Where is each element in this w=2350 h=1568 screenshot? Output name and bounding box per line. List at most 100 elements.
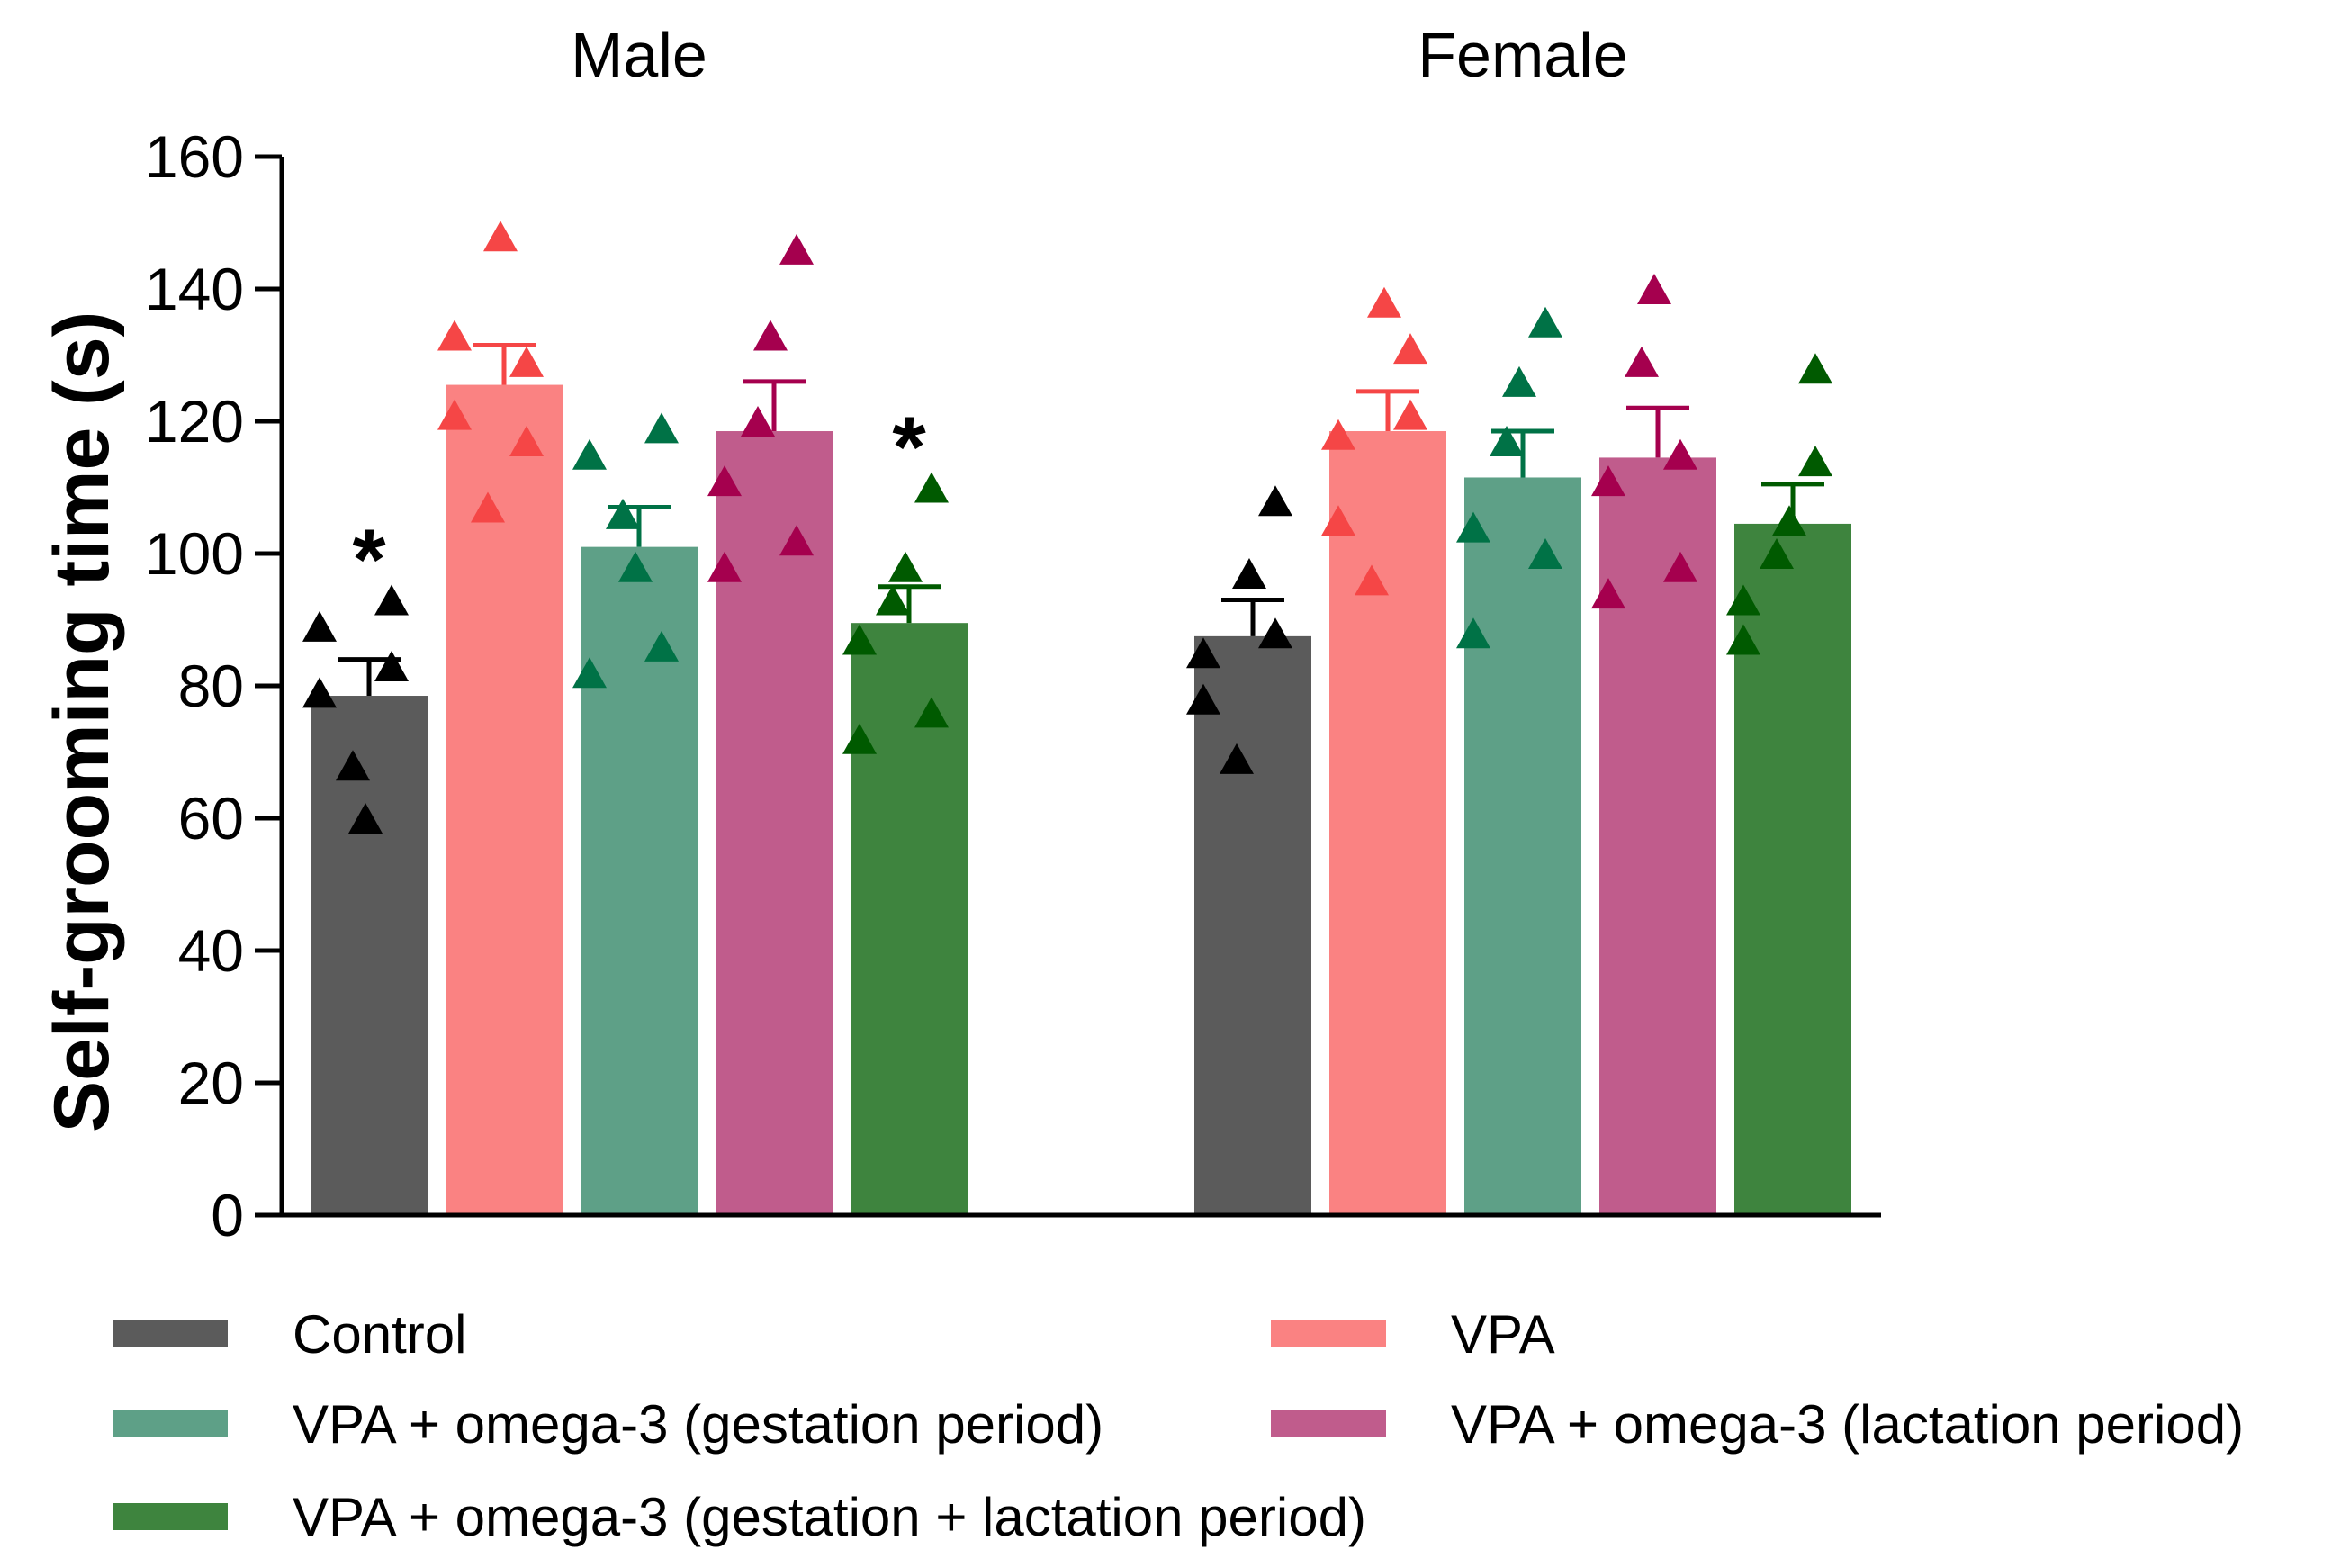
data-point-0-0-0 — [302, 610, 337, 642]
data-point-0-2-3 — [618, 551, 653, 582]
legend-label-0: Control — [293, 1304, 466, 1365]
bar-0-2 — [581, 546, 698, 1215]
bar-0-3 — [716, 431, 833, 1215]
data-point-0-3-3 — [753, 320, 788, 351]
y-tick-label-100: 100 — [145, 520, 244, 587]
legend-swatch-4 — [113, 1503, 228, 1530]
data-point-0-2-2 — [606, 498, 640, 529]
data-point-0-3-0 — [707, 551, 742, 582]
legend: Control VPA VPA + omega-3 (gestation perio… — [113, 1304, 2244, 1547]
legend-label-1: VPA — [1451, 1304, 1555, 1365]
data-point-1-4-3 — [1772, 505, 1806, 536]
bar-1-0 — [1194, 635, 1311, 1215]
data-point-1-4-5 — [1798, 353, 1832, 384]
y-tick-label-120: 120 — [145, 388, 244, 455]
y-tick-label-20: 20 — [178, 1050, 244, 1116]
data-point-0-4-3 — [888, 551, 923, 582]
data-point-0-2-1 — [572, 657, 607, 689]
axes-layer — [255, 154, 1881, 1218]
data-point-1-2-1 — [1456, 617, 1490, 649]
data-point-1-3-4 — [1663, 438, 1697, 470]
legend-label-2: VPA + omega-3 (gestation period) — [293, 1394, 1103, 1455]
data-point-0-0-5 — [374, 650, 409, 681]
data-point-0-4-4 — [914, 472, 949, 503]
data-point-0-0-1 — [302, 677, 337, 708]
data-point-1-3-2 — [1625, 346, 1659, 377]
data-point-0-0-3 — [348, 803, 383, 834]
y-tick-label-60: 60 — [178, 785, 244, 852]
data-point-0-0-4 — [374, 584, 409, 616]
bar-1-2 — [1464, 477, 1581, 1215]
data-point-1-3-3 — [1637, 274, 1671, 304]
data-point-0-3-5 — [779, 525, 814, 556]
legend-swatch-3 — [1271, 1410, 1386, 1437]
bar-1-1 — [1329, 431, 1446, 1215]
data-point-0-4-5 — [914, 697, 949, 728]
text-layer: * * 0 20 40 60 80 100 120 140 160 Self-grooming tim… — [39, 20, 1628, 1248]
data-point-1-0-2 — [1220, 743, 1254, 774]
data-point-0-1-0 — [437, 320, 472, 351]
data-point-1-3-5 — [1663, 551, 1697, 582]
bar-1-3 — [1599, 457, 1716, 1215]
data-point-0-1-1 — [437, 399, 472, 430]
data-point-0-4-0 — [842, 723, 877, 754]
data-point-1-3-1 — [1591, 578, 1625, 609]
data-point-0-3-4 — [779, 233, 814, 265]
data-point-1-2-5 — [1528, 538, 1562, 569]
data-point-0-2-5 — [644, 630, 679, 662]
y-tick-label-0: 0 — [211, 1182, 244, 1248]
bar-0-0 — [311, 696, 428, 1215]
data-point-1-1-4 — [1393, 333, 1427, 365]
data-point-1-3-0 — [1591, 465, 1625, 497]
error-bars-layer — [338, 342, 1824, 697]
data-point-1-2-0 — [1456, 511, 1490, 543]
data-point-1-0-4 — [1258, 485, 1292, 517]
y-tick-label-80: 80 — [178, 653, 244, 719]
significance-marker-0-4: * — [892, 400, 926, 496]
data-point-1-0-5 — [1258, 617, 1292, 649]
legend-label-3: VPA + omega-3 (lactation period) — [1451, 1394, 2244, 1455]
group-label-1: Female — [1418, 20, 1627, 90]
bar-0-1 — [446, 384, 563, 1215]
data-point-1-1-5 — [1393, 399, 1427, 430]
y-axis-title: Self-grooming time (s) — [39, 311, 125, 1133]
data-point-1-4-4 — [1798, 446, 1832, 477]
legend-swatch-0 — [113, 1320, 228, 1347]
data-point-0-1-5 — [509, 426, 544, 457]
data-point-1-2-4 — [1528, 306, 1562, 338]
data-point-0-0-2 — [336, 750, 370, 781]
data-point-0-4-2 — [876, 584, 910, 616]
group-label-0: Male — [571, 20, 707, 90]
data-point-0-3-1 — [707, 465, 742, 497]
y-tick-label-40: 40 — [178, 917, 244, 984]
bar-1-4 — [1734, 523, 1851, 1215]
bar-0-4 — [851, 623, 968, 1215]
data-point-0-1-2 — [471, 491, 505, 523]
data-points-layer — [302, 221, 1832, 834]
significance-marker-0-0: * — [352, 511, 386, 608]
y-tick-label-140: 140 — [145, 256, 244, 322]
data-point-0-1-3 — [483, 221, 518, 252]
data-point-1-1-3 — [1367, 286, 1401, 318]
data-point-1-2-2 — [1490, 426, 1524, 457]
data-point-1-4-1 — [1726, 584, 1760, 616]
data-point-1-1-1 — [1321, 505, 1355, 536]
bars-layer — [311, 384, 1851, 1215]
data-point-1-1-0 — [1321, 419, 1355, 450]
y-tick-label-160: 160 — [145, 123, 244, 190]
data-point-1-1-2 — [1355, 564, 1389, 596]
data-point-1-0-3 — [1232, 558, 1266, 590]
data-point-1-0-0 — [1186, 637, 1220, 669]
legend-swatch-2 — [113, 1410, 228, 1437]
legend-swatch-1 — [1271, 1320, 1386, 1347]
data-point-1-2-3 — [1502, 365, 1536, 397]
legend-label-4: VPA + omega-3 (gestation + lactation per… — [293, 1487, 1366, 1547]
data-point-0-1-4 — [509, 346, 544, 377]
data-point-0-4-1 — [842, 624, 877, 655]
data-point-0-3-2 — [741, 406, 775, 437]
data-point-1-4-0 — [1726, 624, 1760, 655]
data-point-1-0-1 — [1186, 683, 1220, 715]
data-point-1-4-2 — [1760, 538, 1794, 569]
data-point-0-2-0 — [572, 438, 607, 470]
